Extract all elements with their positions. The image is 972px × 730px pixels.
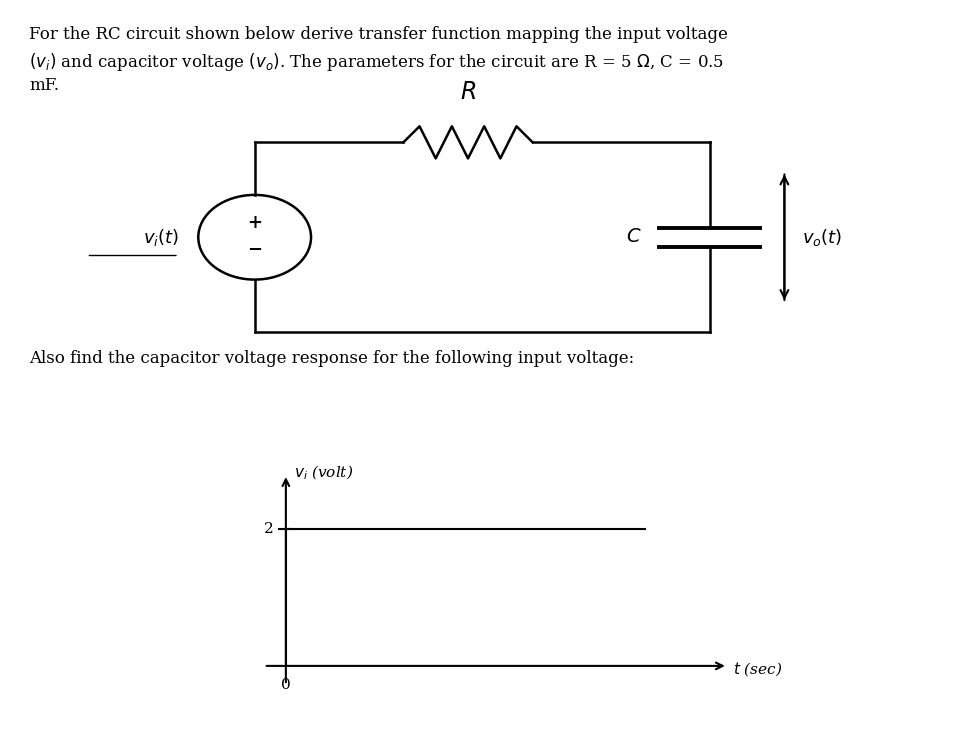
Text: Also find the capacitor voltage response for the following input voltage:: Also find the capacitor voltage response… xyxy=(29,350,635,367)
Text: For the RC circuit shown below derive transfer function mapping the input voltag: For the RC circuit shown below derive tr… xyxy=(29,26,728,42)
Text: $C$: $C$ xyxy=(626,228,642,246)
Text: mF.: mF. xyxy=(29,77,59,93)
Text: 0: 0 xyxy=(281,678,291,692)
Text: 2: 2 xyxy=(264,522,274,536)
Text: $t$ (sec): $t$ (sec) xyxy=(733,661,782,678)
Text: $(v_i)$ and capacitor voltage $(v_o)$. The parameters for the circuit are R = 5 : $(v_i)$ and capacitor voltage $(v_o)$. T… xyxy=(29,51,724,73)
Text: −: − xyxy=(247,242,262,259)
Text: $v_o(t)$: $v_o(t)$ xyxy=(802,227,843,247)
Text: $v_i$ (volt): $v_i$ (volt) xyxy=(295,464,354,482)
Text: $v_i(t)$: $v_i(t)$ xyxy=(143,227,179,247)
Text: $R$: $R$ xyxy=(460,81,476,104)
Text: +: + xyxy=(247,214,262,231)
